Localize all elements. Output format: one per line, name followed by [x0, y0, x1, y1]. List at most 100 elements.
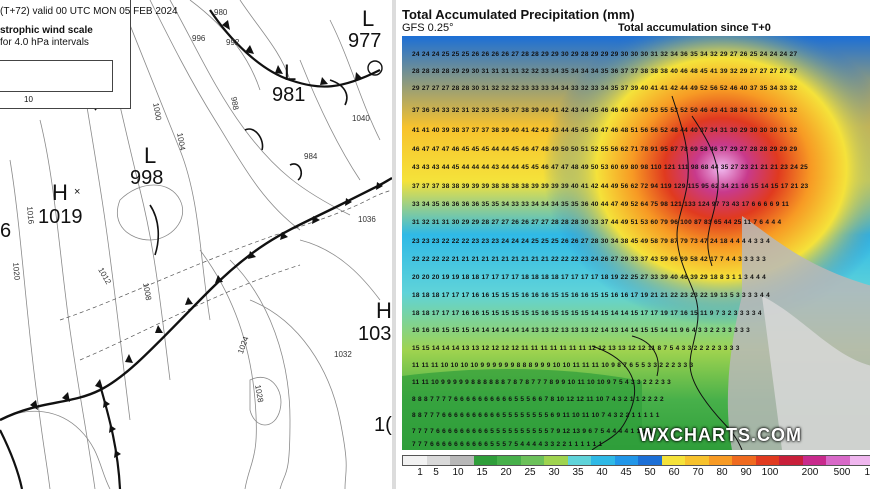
colorbar-label: 10	[452, 467, 464, 478]
grid-row: 43 43 43 44 45 44 44 44 43 44 44 45 45 4…	[412, 164, 809, 171]
chart-title: Total Accumulated Precipitation (mm)	[402, 7, 635, 22]
grid-row: 8 8 8 7 7 7 7 6 6 6 6 6 6 6 6 6 6 5 5 5 …	[412, 396, 664, 403]
colorbar-swatch	[403, 456, 427, 465]
colorbar-swatch	[661, 456, 685, 465]
grid-row: 46 47 47 47 46 45 45 45 44 44 45 46 47 4…	[412, 146, 798, 153]
colorbar-label: 35	[572, 467, 584, 478]
colorbar-label: 40	[596, 467, 608, 478]
wind-scale-title: strophic wind scale	[0, 25, 93, 36]
grid-row: 37 36 34 33 32 31 32 33 35 36 37 38 39 4…	[412, 107, 798, 114]
colorbar-swatch	[708, 456, 732, 465]
grid-row: 7 7 7 6 6 6 6 6 6 6 6 6 6 5 5 5 7 5 4 4 …	[412, 441, 603, 448]
isobar-label: 992	[226, 38, 240, 47]
low-pressure-value: 981	[272, 84, 306, 106]
grid-row: 8 8 7 7 7 6 6 6 6 6 6 6 6 6 6 5 5 5 5 5 …	[412, 412, 660, 419]
grid-row: 16 16 16 15 15 15 14 14 14 14 14 14 13 1…	[412, 327, 751, 334]
high-pressure-marker: H	[52, 180, 68, 205]
isobar-label: 1036	[358, 215, 376, 224]
colorbar-swatch	[426, 456, 450, 465]
low-pressure-value: 998	[130, 167, 164, 189]
isobar-map	[0, 0, 392, 489]
high-pressure-marker: H	[376, 298, 392, 323]
wind-scale-value: 10	[24, 95, 33, 104]
wind-scale-interval: for 4.0 hPa intervals	[0, 37, 89, 48]
colorbar-label: 100	[761, 467, 779, 478]
model-label: GFS 0.25°	[402, 22, 454, 34]
isobar-label: 980	[214, 8, 228, 17]
grid-row: 22 22 22 22 21 21 21 21 21 21 21 21 21 2…	[412, 256, 767, 263]
isobar-label: 1016	[25, 206, 36, 225]
isobar-label: 984	[304, 152, 318, 161]
grid-row: 20 20 20 19 19 18 18 17 17 17 17 18 18 1…	[412, 274, 767, 281]
grid-row: 33 34 35 36 36 36 36 35 35 34 33 33 34 3…	[412, 201, 790, 208]
chart-validity-label: (T+72) valid 00 UTC MON 05 FEB 2024	[0, 6, 178, 17]
grid-row: 31 32 31 31 30 29 29 28 27 27 26 26 27 2…	[412, 219, 782, 226]
grid-row: 15 15 14 14 14 13 13 12 12 12 12 11 11 1…	[412, 345, 740, 352]
colorbar-label: 45	[620, 467, 632, 478]
panel-divider	[392, 0, 396, 489]
isobar-label: 1040	[352, 114, 370, 123]
grid-row: 29 27 27 27 28 28 30 31 32 32 32 33 33 3…	[412, 85, 798, 92]
colorbar-swatch	[591, 456, 615, 465]
colorbar-swatch	[567, 456, 591, 465]
colorbar-swatch	[473, 456, 497, 465]
grid-row: 23 23 23 22 22 22 23 23 23 24 24 24 25 2…	[412, 238, 770, 245]
pressure-center-cross: ×	[74, 186, 81, 198]
grid-row: 18 18 18 17 17 17 16 16 15 15 15 16 16 1…	[412, 292, 770, 299]
pressure-value-partial: 6	[0, 220, 12, 242]
colorbar-label: 50	[644, 467, 656, 478]
colorbar-swatch	[849, 456, 870, 465]
colorbar-swatch	[450, 456, 474, 465]
colorbar-label: 200	[801, 467, 819, 478]
colorbar-swatch	[638, 456, 662, 465]
wind-scale-legend: (T+72) valid 00 UTC MON 05 FEB 2024 stro…	[0, 0, 178, 109]
grid-row: 24 24 24 25 25 25 26 26 26 26 27 28 28 2…	[412, 51, 798, 58]
colorbar-swatch	[614, 456, 638, 465]
precipitation-colorbar	[402, 455, 870, 466]
low-pressure-marker: L	[284, 60, 297, 85]
low-pressure-value: 977	[348, 30, 382, 52]
colorbar-label: 30	[548, 467, 560, 478]
grid-row: 7 7 7 7 6 6 6 6 6 6 6 6 6 5 5 5 5 5 5 5 …	[412, 428, 653, 435]
colorbar-swatch	[732, 456, 756, 465]
pressure-value-partial: 1(	[374, 414, 392, 436]
colorbar-swatch	[544, 456, 568, 465]
colorbar-label: 5	[433, 467, 439, 478]
colorbar-swatch	[779, 456, 803, 465]
grid-row: 11 11 10 9 9 9 9 9 8 8 8 8 8 8 7 8 7 8 7…	[412, 379, 672, 386]
colorbar-swatch	[826, 456, 850, 465]
colorbar-label: 80	[716, 467, 728, 478]
accumulation-label: Total accumulation since T+0	[618, 22, 771, 34]
colorbar-label: 20	[500, 467, 512, 478]
high-pressure-value: 103	[358, 323, 392, 345]
grid-row: 41 41 40 39 38 37 37 37 38 39 40 41 42 4…	[412, 127, 798, 134]
grid-row: 11 11 11 10 10 10 10 9 9 9 9 9 9 8 8 8 9…	[412, 362, 694, 369]
precip-field	[402, 36, 870, 450]
colorbar-swatch	[685, 456, 709, 465]
colorbar-swatch	[520, 456, 544, 465]
isobar-label: 1032	[334, 350, 352, 359]
precip-value-grid: 24 24 24 25 25 25 26 26 26 26 27 28 28 2…	[402, 36, 870, 450]
synoptic-chart-panel: (T+72) valid 00 UTC MON 05 FEB 2024 stro…	[0, 0, 392, 489]
isobar-label: 1020	[11, 262, 22, 281]
colorbar-label: 1	[417, 467, 423, 478]
precipitation-chart-panel: Total Accumulated Precipitation (mm) GFS…	[396, 0, 870, 489]
colorbar-label: 15	[476, 467, 488, 478]
grid-row: 37 37 37 38 38 39 39 39 38 38 38 38 39 3…	[412, 183, 809, 190]
low-pressure-marker: L	[362, 6, 375, 31]
colorbar-label: 60	[668, 467, 680, 478]
isobar-label: 996	[192, 34, 206, 43]
colorbar-swatch	[802, 456, 826, 465]
colorbar-label: 70	[692, 467, 704, 478]
high-pressure-value: 1019	[38, 206, 83, 228]
colorbar-label: 500	[833, 467, 851, 478]
colorbar-swatch	[755, 456, 779, 465]
colorbar-label: 90	[740, 467, 752, 478]
grid-row: 18 18 17 17 17 16 16 15 15 15 15 15 15 1…	[412, 310, 762, 317]
low-pressure-marker: L	[144, 143, 157, 168]
precipitation-map	[402, 36, 870, 450]
colorbar-swatch	[497, 456, 521, 465]
colorbar-label: 25	[524, 467, 536, 478]
wind-scale-ruler	[0, 60, 113, 92]
colorbar-label: 10	[864, 467, 870, 478]
